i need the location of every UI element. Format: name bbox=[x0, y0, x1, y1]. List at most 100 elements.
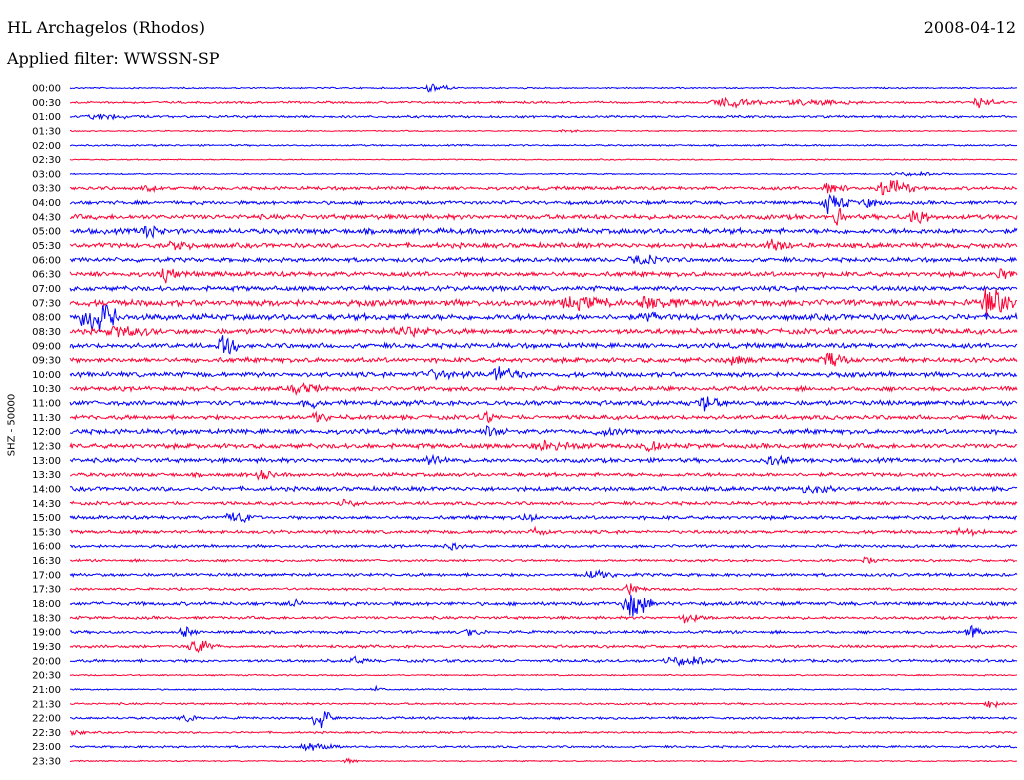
seismic-trace-0500 bbox=[70, 225, 1018, 240]
time-tick-label: 03:00 bbox=[32, 169, 61, 180]
seismic-trace-0900 bbox=[69, 335, 1018, 355]
time-tick-label: 18:30 bbox=[32, 613, 61, 624]
time-tick-label: 08:00 bbox=[32, 313, 61, 324]
seismic-trace-1600 bbox=[69, 542, 1018, 551]
seismic-trace-1300 bbox=[69, 453, 1018, 466]
time-tick-label: 09:30 bbox=[32, 356, 61, 367]
time-tick-label: 00:00 bbox=[32, 84, 61, 95]
seismic-trace-0100 bbox=[69, 113, 1018, 121]
seismic-trace-0730 bbox=[69, 288, 1018, 316]
seismic-trace-0330 bbox=[69, 179, 1018, 196]
time-tick-label: 13:30 bbox=[32, 470, 61, 481]
seismic-trace-0600 bbox=[69, 254, 1018, 265]
seismic-trace-1830 bbox=[69, 613, 1018, 624]
time-tick-label: 11:00 bbox=[32, 399, 61, 410]
seismic-trace-2130 bbox=[69, 700, 1018, 709]
seismic-trace-2300 bbox=[69, 742, 1018, 752]
time-tick-label: 14:30 bbox=[32, 499, 61, 510]
time-tick-label: 10:30 bbox=[32, 384, 61, 395]
seismic-trace-1000 bbox=[69, 366, 1018, 381]
seismic-trace-2000 bbox=[69, 655, 1018, 668]
date-label: 2008-04-12 bbox=[923, 18, 1016, 37]
time-tick-label: 15:00 bbox=[32, 513, 61, 524]
seismic-trace-0630 bbox=[69, 268, 1018, 284]
seismic-trace-0300 bbox=[69, 170, 1017, 177]
seismic-trace-1630 bbox=[70, 556, 1018, 565]
time-tick-label: 21:30 bbox=[32, 699, 61, 710]
time-tick-label: 18:00 bbox=[32, 599, 61, 610]
time-tick-label: 05:00 bbox=[32, 227, 61, 238]
time-tick-label: 13:00 bbox=[32, 456, 61, 467]
time-tick-label: 22:30 bbox=[32, 728, 61, 739]
time-tick-label: 23:00 bbox=[32, 742, 61, 753]
time-tick-label: 20:00 bbox=[32, 656, 61, 667]
filter-label: Applied filter: WWSSN-SP bbox=[7, 49, 220, 68]
seismic-trace-1900 bbox=[69, 624, 1018, 638]
time-tick-label: 16:30 bbox=[32, 556, 61, 567]
seismic-trace-1200 bbox=[69, 425, 1018, 438]
seismic-trace-0830 bbox=[69, 325, 1018, 339]
time-tick-label: 02:30 bbox=[32, 155, 61, 166]
time-tick-label: 07:30 bbox=[32, 298, 61, 309]
seismic-trace-1930 bbox=[69, 640, 1018, 654]
seismic-trace-1500 bbox=[69, 512, 1018, 524]
time-tick-label: 19:30 bbox=[32, 642, 61, 653]
seismic-trace-0230 bbox=[69, 158, 1018, 161]
seismic-trace-2030 bbox=[69, 673, 1018, 677]
seismic-trace-2100 bbox=[69, 684, 1018, 692]
time-tick-label: 04:00 bbox=[32, 198, 61, 209]
seismic-trace-1100 bbox=[69, 396, 1018, 412]
time-tick-label: 01:00 bbox=[32, 112, 61, 123]
time-tick-label: 20:30 bbox=[32, 671, 61, 682]
seismic-trace-0400 bbox=[69, 193, 1018, 214]
time-tick-label: 00:30 bbox=[32, 98, 61, 109]
seismic-trace-1130 bbox=[69, 409, 1018, 424]
seismic-trace-1430 bbox=[69, 498, 1018, 508]
seismic-trace-1700 bbox=[69, 568, 1018, 579]
time-tick-label: 09:00 bbox=[32, 341, 61, 352]
seismic-trace-1330 bbox=[69, 470, 1018, 481]
time-tick-label: 17:00 bbox=[32, 570, 61, 581]
time-tick-label: 12:30 bbox=[32, 442, 61, 453]
seismic-trace-1230 bbox=[69, 439, 1018, 453]
time-tick-label: 23:30 bbox=[32, 757, 61, 768]
time-tick-label: 10:00 bbox=[32, 370, 61, 381]
seismic-trace-0030 bbox=[69, 96, 1018, 109]
time-tick-label: 22:00 bbox=[32, 714, 61, 725]
seismic-trace-1730 bbox=[69, 583, 1018, 596]
seismic-trace-0800 bbox=[69, 304, 1018, 332]
seismic-trace-0700 bbox=[69, 284, 1018, 294]
time-tick-label: 02:00 bbox=[32, 141, 61, 152]
time-tick-label: 05:30 bbox=[32, 241, 61, 252]
seismic-trace-1400 bbox=[69, 484, 1018, 495]
seismic-trace-0000 bbox=[69, 83, 1018, 93]
seismic-trace-0530 bbox=[69, 238, 1018, 251]
seismic-trace-2200 bbox=[69, 711, 1018, 729]
time-tick-label: 03:30 bbox=[32, 184, 61, 195]
seismic-trace-1800 bbox=[69, 594, 1018, 617]
time-tick-label: 16:00 bbox=[32, 542, 61, 553]
seismic-trace-0130 bbox=[69, 129, 1018, 134]
time-tick-label: 11:30 bbox=[32, 413, 61, 424]
seismic-trace-0930 bbox=[69, 352, 1018, 367]
time-tick-label: 14:00 bbox=[32, 484, 61, 495]
seismic-trace-1030 bbox=[69, 382, 1018, 396]
time-tick-label: 07:00 bbox=[32, 284, 61, 295]
time-tick-label: 06:00 bbox=[32, 255, 61, 266]
time-tick-label: 19:00 bbox=[32, 628, 61, 639]
time-tick-label: 08:30 bbox=[32, 327, 61, 338]
seismic-trace-2230 bbox=[69, 729, 1018, 737]
time-tick-label: 12:00 bbox=[32, 427, 61, 438]
seismic-trace-0200 bbox=[69, 143, 1018, 148]
time-tick-label: 06:30 bbox=[32, 270, 61, 281]
time-tick-label: 17:30 bbox=[32, 585, 61, 596]
seismic-trace-0430 bbox=[69, 207, 1018, 226]
time-tick-label: 01:30 bbox=[32, 126, 61, 137]
time-tick-label: 04:30 bbox=[32, 212, 61, 223]
seismic-trace-2330 bbox=[70, 757, 1018, 765]
time-tick-label: 15:30 bbox=[32, 527, 61, 538]
station-title: HL Archagelos (Rhodos) bbox=[7, 18, 205, 37]
time-tick-label: 21:00 bbox=[32, 685, 61, 696]
seismic-trace-1530 bbox=[69, 525, 1018, 538]
